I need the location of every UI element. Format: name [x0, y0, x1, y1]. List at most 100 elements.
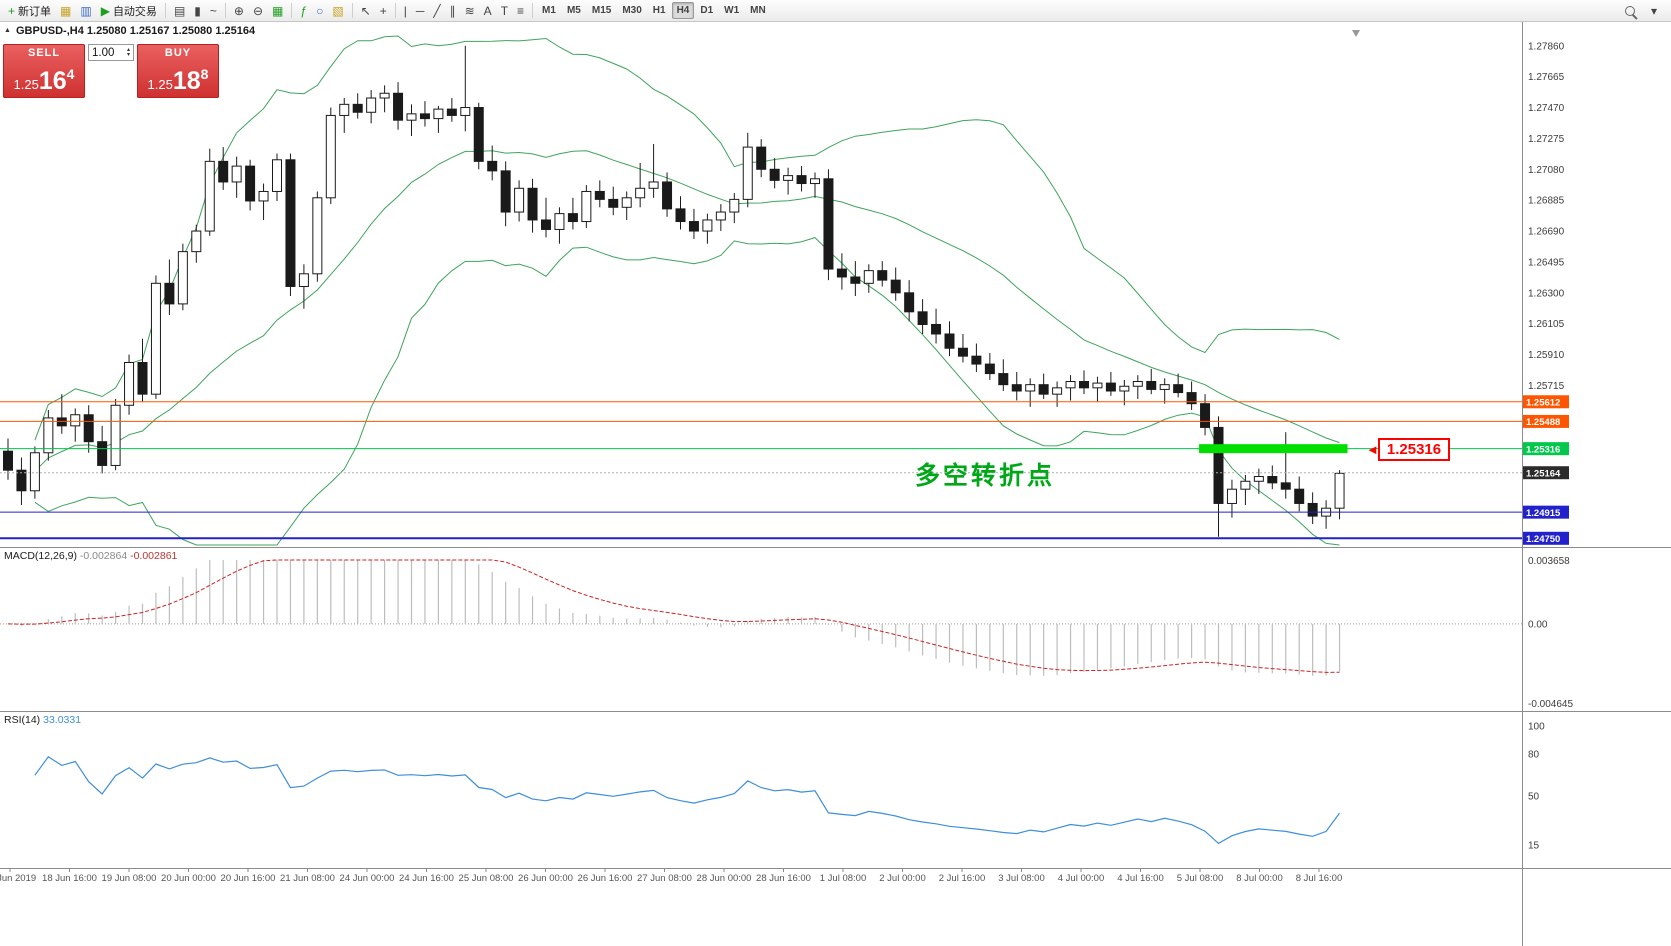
- timeframe-button-H1[interactable]: H1: [652, 5, 666, 16]
- indicators-button[interactable]: ƒ: [296, 1, 311, 21]
- svg-text:1.26885: 1.26885: [1528, 196, 1565, 207]
- text-label-button[interactable]: T: [497, 1, 512, 21]
- timeframe-button-MN[interactable]: MN: [750, 5, 766, 16]
- new-order-button[interactable]: + 新订单: [4, 1, 55, 21]
- timeframe-group: M1 M5 M15 M30 H1 H4 D1 W1 MN: [537, 2, 771, 19]
- horizontal-level-lines[interactable]: [0, 401, 1522, 540]
- timeframe-button-M30[interactable]: M30: [622, 5, 642, 16]
- periods-button[interactable]: ○: [312, 1, 327, 21]
- buy-price: 1.25188: [147, 66, 209, 95]
- text-button[interactable]: A: [480, 1, 496, 21]
- svg-text:26 Jun 00:00: 26 Jun 00:00: [518, 873, 573, 884]
- chevron-down-icon: ▾: [1650, 3, 1657, 18]
- cursor-button[interactable]: ↖: [357, 1, 375, 21]
- cursor-icon: ↖: [360, 3, 371, 18]
- zoom-out-button[interactable]: ⊖: [249, 1, 267, 21]
- toolbar-separator: [532, 3, 534, 18]
- zoom-in-icon: ⊕: [233, 3, 244, 18]
- spinner-up-icon[interactable]: ▴: [126, 46, 130, 53]
- spinner-down-icon[interactable]: ▾: [126, 51, 130, 58]
- chart-window-button[interactable]: ▦: [56, 1, 75, 21]
- autotrade-label: 自动交易: [112, 5, 157, 18]
- svg-text:18 Jun 16:00: 18 Jun 16:00: [42, 873, 97, 884]
- svg-text:28 Jun 16:00: 28 Jun 16:00: [756, 873, 811, 884]
- svg-text:0.003658: 0.003658: [1528, 556, 1570, 567]
- svg-text:1.27470: 1.27470: [1528, 103, 1565, 114]
- tile-windows-icon: ▦: [272, 3, 284, 18]
- trendline-button[interactable]: ╱: [429, 1, 444, 21]
- toolbar-separator: [394, 3, 396, 18]
- vertical-line-button[interactable]: |: [400, 1, 411, 21]
- text-icon: A: [483, 3, 492, 18]
- price-callout[interactable]: ◄ 1.25316: [1366, 438, 1451, 461]
- arrows-icon: ≡: [517, 3, 525, 18]
- periods-icon: ○: [316, 3, 324, 18]
- svg-text:20 Jun 00:00: 20 Jun 00:00: [161, 873, 216, 884]
- toolbar-separator: [351, 3, 353, 18]
- macd-signal-line: [7, 559, 1340, 673]
- oct-toggle-icon[interactable]: ▲: [4, 27, 11, 34]
- svg-text:24 Jun 00:00: 24 Jun 00:00: [340, 873, 395, 884]
- market-watch-button[interactable]: ▥: [76, 1, 95, 21]
- svg-text:8 Jul 00:00: 8 Jul 00:00: [1236, 873, 1282, 884]
- highlight-zone[interactable]: [1199, 444, 1348, 454]
- timeframe-button-W1[interactable]: W1: [724, 5, 740, 16]
- candle-chart-button[interactable]: ▮: [190, 1, 205, 21]
- svg-text:26 Jun 16:00: 26 Jun 16:00: [578, 873, 633, 884]
- sell-button[interactable]: SELL 1.25164: [3, 44, 85, 98]
- svg-text:21 Jun 08:00: 21 Jun 08:00: [280, 873, 335, 884]
- horizontal-line-button[interactable]: ─: [412, 1, 429, 21]
- svg-text:80: 80: [1528, 750, 1540, 761]
- svg-text:1.27275: 1.27275: [1528, 134, 1565, 145]
- panel-separators[interactable]: [0, 547, 1671, 869]
- bar-chart-button[interactable]: ▤: [170, 1, 189, 21]
- svg-text:4 Jul 00:00: 4 Jul 00:00: [1058, 873, 1104, 884]
- svg-text:1.26495: 1.26495: [1528, 257, 1565, 268]
- volume-spinner[interactable]: ▴ ▾: [126, 46, 130, 58]
- arrows-button[interactable]: ≡: [513, 1, 528, 21]
- volume-input[interactable]: 1.00 ▴ ▾: [88, 44, 134, 61]
- timeframe-button-M1[interactable]: M1: [542, 5, 556, 16]
- crosshair-icon: +: [379, 3, 387, 18]
- channel-button[interactable]: ∥: [446, 1, 460, 21]
- timeframe-button-M15[interactable]: M15: [591, 5, 612, 16]
- rsi-label: RSI(14) 33.0331: [4, 714, 82, 726]
- templates-button[interactable]: ▧: [328, 1, 347, 21]
- svg-text:-0.004645: -0.004645: [1528, 699, 1573, 710]
- oct-volume-column: 1.00 ▴ ▾: [85, 44, 137, 98]
- crosshair-button[interactable]: +: [376, 1, 391, 21]
- svg-text:4 Jul 16:00: 4 Jul 16:00: [1117, 873, 1163, 884]
- svg-text:1.26690: 1.26690: [1528, 227, 1565, 238]
- new-order-icon: +: [8, 3, 16, 18]
- sell-label: SELL: [27, 47, 61, 59]
- macd-histogram: [20, 560, 1341, 676]
- line-chart-icon: ~: [209, 3, 217, 18]
- macd-axis-labels: 0.003658 0.00 -0.004645: [1528, 556, 1573, 710]
- svg-text:1.25164: 1.25164: [1526, 469, 1561, 480]
- svg-text:2 Jul 16:00: 2 Jul 16:00: [939, 873, 985, 884]
- svg-text:1.26105: 1.26105: [1528, 319, 1565, 330]
- svg-text:1.26300: 1.26300: [1528, 288, 1565, 299]
- time-axis-labels: 18 Jun 2019 18 Jun 16:00 19 Jun 08:00 20 Ju…: [0, 868, 1342, 884]
- svg-text:1.25715: 1.25715: [1528, 381, 1565, 392]
- rsi-axis-labels: 100 80 50 15: [1528, 722, 1545, 852]
- zoom-in-button[interactable]: ⊕: [230, 1, 248, 21]
- symbol-ohlc-line: GBPUSD-,H4 1.25080 1.25167 1.25080 1.251…: [16, 25, 256, 37]
- fibonacci-button[interactable]: ≋: [461, 1, 479, 21]
- svg-text:8 Jul 16:00: 8 Jul 16:00: [1296, 873, 1342, 884]
- timeframe-button-D1[interactable]: D1: [700, 5, 714, 16]
- search-button[interactable]: [1621, 1, 1639, 21]
- zoom-out-icon: ⊖: [252, 3, 264, 18]
- candle-chart-icon: ▮: [194, 3, 201, 18]
- buy-button[interactable]: BUY 1.25188: [137, 44, 219, 98]
- line-chart-button[interactable]: ~: [206, 1, 221, 21]
- timeframe-button-M5[interactable]: M5: [566, 5, 581, 16]
- toolbar-more-button[interactable]: ▾: [1647, 1, 1661, 21]
- autotrade-button[interactable]: ▶ 自动交易: [97, 1, 161, 21]
- timeframe-button-H4[interactable]: H4: [671, 2, 695, 19]
- tile-windows-button[interactable]: ▦: [268, 1, 287, 21]
- chart-shift-marker[interactable]: [1352, 30, 1360, 37]
- rsi-line: [34, 755, 1340, 845]
- channel-icon: ∥: [449, 3, 456, 18]
